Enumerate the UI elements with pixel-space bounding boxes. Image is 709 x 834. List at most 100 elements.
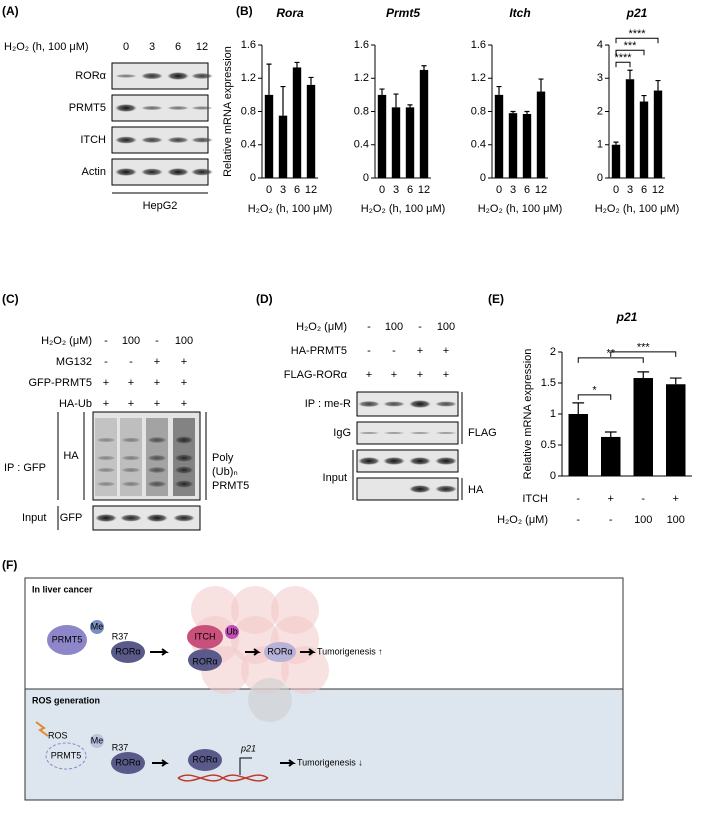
label: + xyxy=(103,377,109,389)
itch-shape xyxy=(187,625,223,649)
blot-band xyxy=(167,72,189,80)
blot-band xyxy=(121,481,141,487)
y-tick-label: 1.2 xyxy=(241,72,256,84)
outcome: Tumorigenesis ↓ xyxy=(297,757,363,767)
error-bar xyxy=(266,63,272,95)
label: - xyxy=(418,321,422,333)
blot-band xyxy=(383,457,405,465)
y-tick-label: 0.8 xyxy=(471,105,486,117)
label: + xyxy=(181,356,187,368)
significance-bracket xyxy=(615,61,631,68)
label: + xyxy=(366,369,372,381)
label: 12 xyxy=(196,41,208,53)
y-tick-label: 1.2 xyxy=(471,72,486,84)
protein-label: RORα xyxy=(192,754,217,764)
blot-band xyxy=(358,400,380,408)
error-bar xyxy=(308,76,314,85)
significance-bracket xyxy=(577,357,644,363)
blot-band xyxy=(409,457,431,465)
error-bar xyxy=(496,85,502,95)
blot-band xyxy=(409,485,431,493)
protein-label: Me xyxy=(91,621,104,631)
blot-band xyxy=(173,514,195,522)
y-tick-label: 0.5 xyxy=(541,439,556,451)
error-bar xyxy=(627,69,633,80)
blot-band xyxy=(115,168,137,176)
protein-label: RORα xyxy=(115,757,140,767)
blot-band xyxy=(435,401,457,407)
protein-label: ITCH xyxy=(195,631,216,641)
prmt5-shape xyxy=(47,625,87,655)
stress-label: ROS xyxy=(48,730,68,740)
bar xyxy=(292,67,302,178)
blot-band xyxy=(174,454,194,462)
blot-band xyxy=(141,105,163,111)
x-tick-label: 0 xyxy=(266,184,272,196)
blot-band xyxy=(120,514,142,522)
rora-shape xyxy=(111,641,145,663)
blot-band xyxy=(147,454,167,462)
blot-band xyxy=(147,480,167,488)
blot-band xyxy=(96,467,116,473)
condition-value: + xyxy=(673,493,679,505)
me-shape xyxy=(90,734,104,748)
protein-label: RORα xyxy=(192,656,217,666)
label: ITCH xyxy=(80,134,106,146)
error-bar xyxy=(393,93,399,108)
label: + xyxy=(154,356,160,368)
label: H₂O₂ (μM) xyxy=(296,321,347,333)
label: - xyxy=(129,356,133,368)
scheme-title: In liver cancer xyxy=(32,584,93,594)
x-axis-label: H₂O₂ (h, 100 μM) xyxy=(248,203,333,215)
blot-band xyxy=(115,104,137,112)
label: HepG2 xyxy=(143,200,178,212)
blot-band xyxy=(115,136,137,144)
error-bar xyxy=(637,371,650,379)
blot-band xyxy=(167,136,189,144)
blot-band xyxy=(191,137,213,143)
blot-band xyxy=(167,105,189,111)
x-tick-label: 3 xyxy=(627,184,633,196)
dna xyxy=(177,774,269,782)
label: - xyxy=(392,345,396,357)
blot-band xyxy=(435,431,457,435)
prmt5-shape xyxy=(45,742,87,770)
blot-band xyxy=(147,436,167,444)
blot-band xyxy=(358,431,380,435)
rora-shape xyxy=(111,752,145,774)
label: - xyxy=(104,335,108,347)
y-tick-label: 0 xyxy=(597,172,603,184)
bar xyxy=(508,113,518,178)
error-bar xyxy=(421,65,427,70)
x-tick-label: 3 xyxy=(510,184,516,196)
panel-label: (C) xyxy=(2,292,19,306)
chart-title: Prmt5 xyxy=(386,6,420,20)
error-bar xyxy=(613,141,619,145)
label: + xyxy=(443,345,449,357)
chart-title: p21 xyxy=(626,6,648,20)
blot-band xyxy=(191,106,213,110)
scheme-title: ROS generation xyxy=(32,695,100,705)
label: PRMT5 xyxy=(69,102,106,114)
label: + xyxy=(103,398,109,410)
label: + xyxy=(443,369,449,381)
rora-shape xyxy=(188,749,222,771)
x-tick-label: 3 xyxy=(280,184,286,196)
label: MG132 xyxy=(56,356,92,368)
bar xyxy=(419,69,429,178)
panel-label: (E) xyxy=(488,292,504,306)
significance-label: *** xyxy=(637,342,651,354)
blot-band xyxy=(96,437,116,443)
protein-label: PRMT5 xyxy=(51,750,82,760)
me-shape xyxy=(90,620,104,634)
error-bar xyxy=(655,79,661,91)
chart-title: Itch xyxy=(509,6,530,20)
x-axis-label: H₂O₂ (h, 100 μM) xyxy=(478,203,563,215)
x-tick-label: 0 xyxy=(379,184,385,196)
blot-band xyxy=(121,437,141,443)
error-bar xyxy=(280,85,286,116)
y-axis-label: Relative mRNA expression xyxy=(222,46,234,177)
label: HA xyxy=(468,484,484,496)
label: H₂O₂ (h, 100 μM) xyxy=(4,41,89,53)
